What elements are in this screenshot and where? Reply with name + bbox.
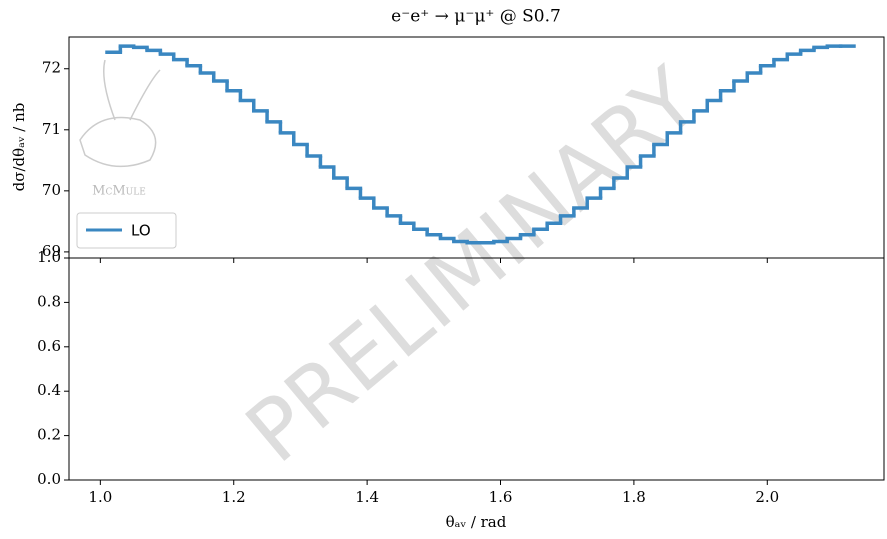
y-tick-label: 71 bbox=[42, 120, 61, 138]
y-tick-label: 70 bbox=[42, 181, 61, 199]
y-tick-label: 0.6 bbox=[37, 337, 61, 355]
logo-body bbox=[79, 116, 157, 168]
x-tick-label: 1.0 bbox=[88, 488, 112, 506]
logo-wings bbox=[103, 59, 161, 121]
x-tick-label: 1.2 bbox=[222, 488, 246, 506]
x-tick-label: 1.6 bbox=[489, 488, 513, 506]
y-tick-label: 1.0 bbox=[37, 248, 61, 266]
logo-text: McMule bbox=[92, 184, 146, 199]
x-tick-label: 1.4 bbox=[355, 488, 379, 506]
x-axis-label: θₐᵥ / rad bbox=[446, 513, 507, 531]
chart-title: e⁻e⁺ → μ⁻μ⁺ @ S0.7 bbox=[391, 7, 561, 27]
x-tick-label: 1.8 bbox=[622, 488, 646, 506]
y-axis-label: dσ/dθₐᵥ / nb bbox=[10, 103, 28, 192]
y-tick-label: 0.0 bbox=[37, 470, 61, 488]
legend-label: LO bbox=[131, 222, 151, 240]
y-tick-label: 69 bbox=[42, 242, 61, 260]
y-tick-label: 0.4 bbox=[37, 381, 61, 399]
bottom-frame bbox=[68, 257, 885, 481]
x-tick-label: 2.0 bbox=[755, 488, 779, 506]
legend-box bbox=[76, 212, 177, 249]
y-tick-label: 0.2 bbox=[37, 426, 61, 444]
watermark: PRELIMINARY bbox=[228, 49, 717, 482]
logo bbox=[79, 59, 161, 168]
y-tick-label: 0.8 bbox=[37, 292, 61, 310]
y-tick-label: 72 bbox=[42, 59, 61, 77]
